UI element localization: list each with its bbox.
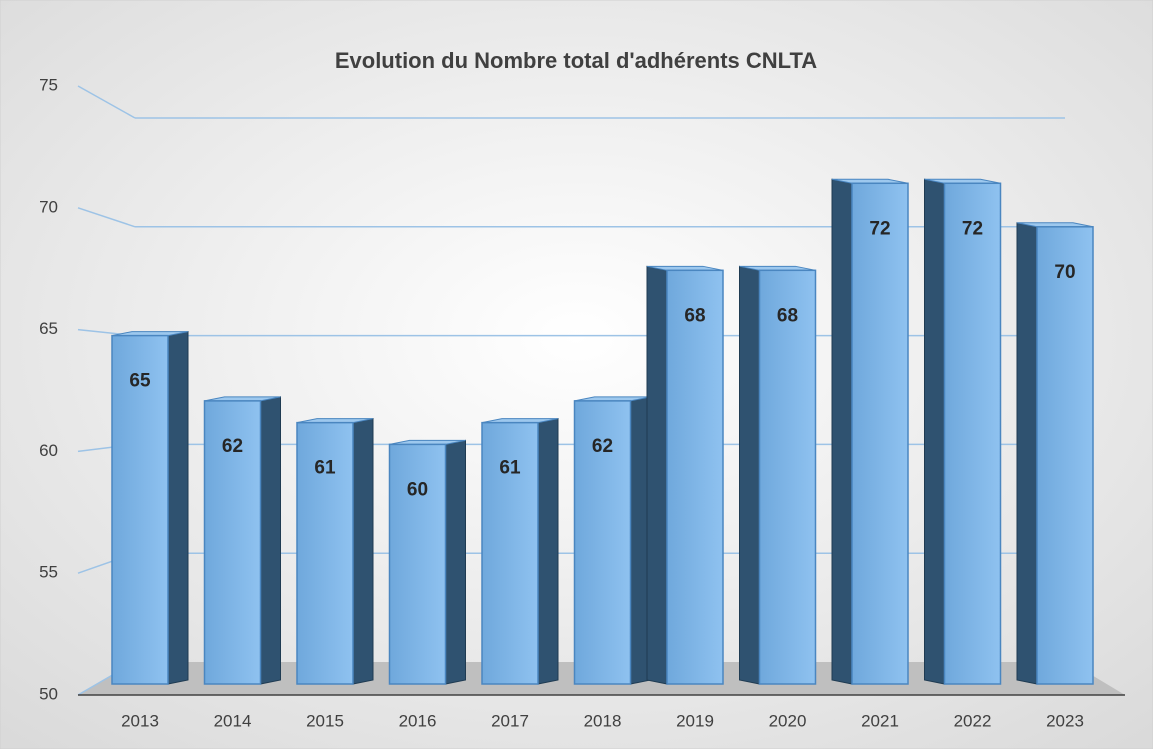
y-tick-label: 70 [39, 197, 58, 216]
value-label: 68 [777, 305, 798, 326]
bar-side [537, 418, 559, 685]
value-label: 72 [962, 218, 983, 239]
bar [1036, 226, 1094, 685]
bar [943, 182, 1002, 685]
value-label: 62 [592, 436, 613, 457]
bar-side [739, 265, 760, 685]
value-label: 68 [684, 305, 705, 326]
value-label: 61 [314, 458, 336, 479]
value-label: 61 [499, 458, 521, 479]
bar-side [831, 178, 853, 685]
y-tick-label: 75 [39, 75, 58, 94]
bar-side [924, 178, 945, 685]
bar [388, 443, 447, 685]
bar [758, 269, 817, 685]
bar [481, 421, 539, 685]
bar-side [1016, 222, 1038, 685]
x-tick-label: 2019 [676, 711, 714, 730]
grid-line [77, 207, 136, 228]
value-label: 65 [129, 371, 151, 392]
x-tick-label: 2014 [214, 711, 252, 730]
bar [203, 400, 262, 685]
x-tick-label: 2023 [1046, 711, 1084, 730]
bar [296, 421, 354, 685]
x-tick-label: 2016 [399, 711, 437, 730]
value-label: 72 [869, 218, 890, 239]
x-tick-label: 2017 [491, 711, 529, 730]
x-tick-label: 2020 [769, 711, 807, 730]
value-label: 70 [1054, 262, 1075, 283]
bar-side [352, 418, 374, 685]
y-tick-label: 60 [39, 441, 58, 460]
bar [666, 269, 724, 685]
y-tick-label: 65 [39, 319, 58, 338]
x-tick-label: 2021 [861, 711, 899, 730]
value-label: 62 [222, 436, 243, 457]
y-tick-label: 55 [39, 563, 58, 582]
x-tick-label: 2013 [121, 711, 159, 730]
bar-side [646, 265, 668, 685]
x-tick-label: 2015 [306, 711, 344, 730]
bar-side [445, 439, 466, 685]
bar [111, 334, 169, 685]
value-label: 60 [407, 479, 428, 500]
chart-title: Evolution du Nombre total d'adhérents CN… [335, 48, 817, 73]
bar-side [260, 396, 281, 685]
bar [573, 400, 632, 685]
bar [851, 182, 909, 685]
grid-line [77, 85, 136, 119]
bar-side [167, 330, 189, 685]
x-tick-label: 2018 [584, 711, 622, 730]
y-tick-label: 50 [39, 684, 58, 703]
x-tick-label: 2022 [954, 711, 992, 730]
